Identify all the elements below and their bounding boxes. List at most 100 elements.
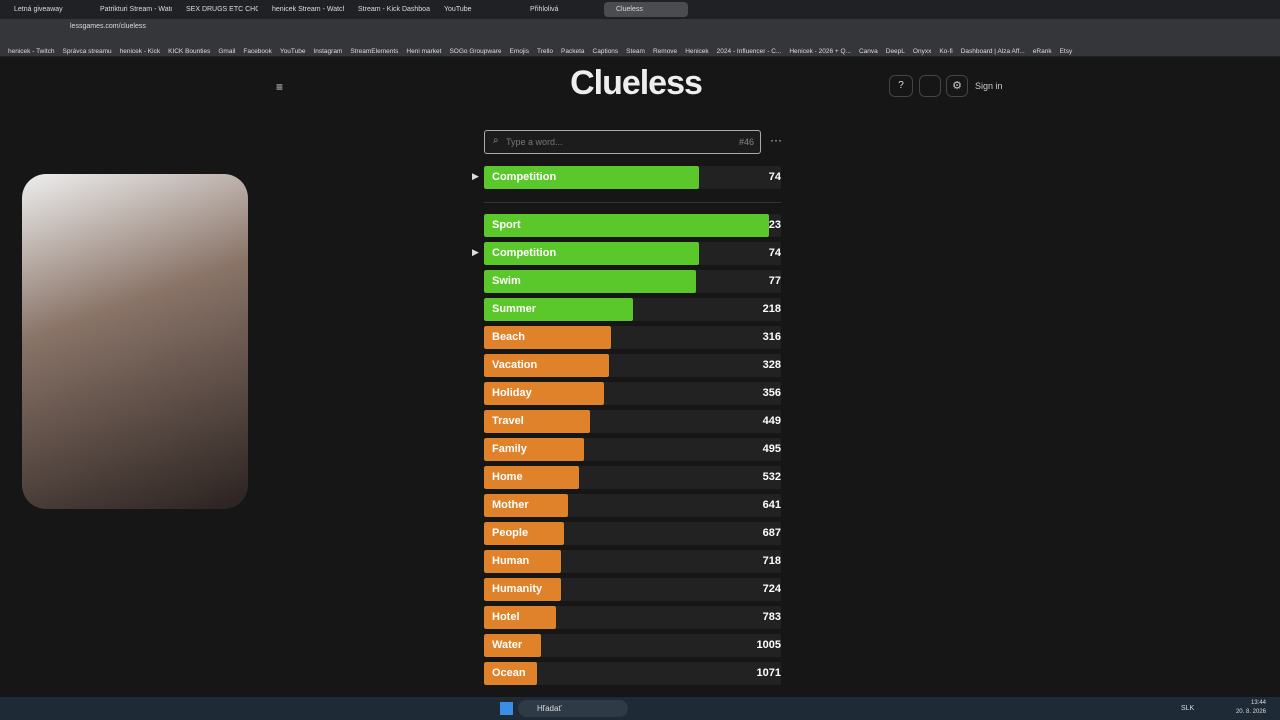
- bookmark[interactable]: Trello: [537, 48, 554, 55]
- guess-rank: 316: [762, 331, 781, 343]
- bookmark[interactable]: 2024 - Influencer - C...: [716, 48, 782, 55]
- tab[interactable]: Clueless: [604, 2, 688, 17]
- calendar-button[interactable]: [919, 75, 941, 97]
- bookmark[interactable]: henicek - Kick: [119, 48, 161, 55]
- bookmark[interactable]: Steam: [626, 48, 645, 55]
- start-button[interactable]: [500, 702, 513, 715]
- rank-bar: [484, 578, 561, 601]
- guess-row[interactable]: Ocean: [484, 662, 781, 685]
- help-button[interactable]: ?: [889, 75, 913, 97]
- bookmark[interactable]: henicek - Twitch: [8, 48, 55, 55]
- guess-rank: 218: [762, 303, 781, 315]
- address-bar: [0, 19, 1280, 40]
- rank-bar: [484, 494, 569, 517]
- word-input[interactable]: ⌕ Type a word... #46: [484, 130, 761, 154]
- guess-row[interactable]: Vacation: [484, 354, 781, 377]
- rank-bar: [484, 354, 609, 377]
- guess-word: Swim: [492, 275, 521, 287]
- guess-row[interactable]: Competition: [484, 242, 781, 265]
- guess-row[interactable]: Home: [484, 466, 781, 489]
- sign-in[interactable]: Sign in: [975, 81, 1003, 91]
- tab-bar: Letná giveaway Patrikturi Stream - Watch S…: [0, 0, 1280, 19]
- guess-rank: 74: [768, 171, 781, 183]
- guess-row[interactable]: Competition: [484, 166, 781, 189]
- bookmark[interactable]: Správca streamu: [62, 48, 112, 55]
- guess-row[interactable]: Travel: [484, 410, 781, 433]
- bookmark[interactable]: Packeta: [561, 48, 585, 55]
- bookmark[interactable]: Heni market: [406, 48, 442, 55]
- guess-row[interactable]: Summer: [484, 298, 781, 321]
- game-title: Clueless: [570, 64, 703, 102]
- guess-word: Summer: [492, 303, 537, 315]
- taskbar-search[interactable]: Hľadať: [518, 700, 628, 717]
- bookmark[interactable]: SOGo Groupware: [449, 48, 502, 55]
- expand-arrow[interactable]: ▶: [472, 171, 479, 181]
- bookmark[interactable]: KICK Bounties: [168, 48, 211, 55]
- bookmark[interactable]: Captions: [592, 48, 619, 55]
- guess-row[interactable]: Humanity: [484, 578, 781, 601]
- tab[interactable]: Stream - Kick Dashboard: [358, 6, 430, 13]
- bookmark[interactable]: Ko-fi: [939, 48, 953, 55]
- expand-arrow[interactable]: ▶: [472, 247, 479, 257]
- bookmark[interactable]: Henicek: [685, 48, 709, 55]
- bookmark[interactable]: Gmail: [218, 48, 236, 55]
- rank-bar: [484, 438, 584, 461]
- date: 20. 8. 2026: [1235, 709, 1266, 715]
- guess-rank: 724: [762, 583, 781, 595]
- guess-word: Vacation: [492, 359, 538, 371]
- guess-row[interactable]: Family: [484, 438, 781, 461]
- search-icon: ⌕: [493, 135, 499, 146]
- guess-row[interactable]: Holiday: [484, 382, 781, 405]
- url[interactable]: lessgames.com/clueless: [70, 23, 146, 30]
- menu-icon[interactable]: ≡: [276, 80, 284, 94]
- bookmark[interactable]: Onyxx: [912, 48, 932, 55]
- bookmark[interactable]: eRank: [1032, 48, 1052, 55]
- guess-word: Family: [492, 443, 527, 455]
- guess-row[interactable]: Beach: [484, 326, 781, 349]
- guess-word: Hotel: [492, 611, 520, 623]
- tab[interactable]: SEX DRUGS ETC CHORDS: [186, 6, 258, 13]
- bookmarks-bar: henicek - Twitch Správca streamu henicek -…: [0, 40, 1280, 57]
- rank-bar: [484, 326, 611, 349]
- bookmark[interactable]: YouTube: [279, 48, 306, 55]
- more-button[interactable]: ···: [770, 133, 782, 147]
- bookmark[interactable]: Henicek - 2026 + Q...: [789, 48, 851, 55]
- guess-word: Holiday: [492, 387, 532, 399]
- rank-bar: [484, 522, 564, 545]
- guess-row[interactable]: Sport: [484, 214, 781, 237]
- guess-word: People: [492, 527, 529, 539]
- guess-row[interactable]: Human: [484, 550, 781, 573]
- bookmark[interactable]: Dashboard | Alza Aff...: [960, 48, 1025, 55]
- tab[interactable]: Přihlolivá: [530, 6, 559, 13]
- rank-bar: [484, 270, 697, 293]
- guess-row[interactable]: Hotel: [484, 606, 781, 629]
- guess-row[interactable]: People: [484, 522, 781, 545]
- taskbar: Hľadať SLK 13:44 20. 8. 2026: [0, 697, 1280, 720]
- tab[interactable]: henicek Stream - Watch L: [272, 6, 344, 13]
- bookmark[interactable]: Facebook: [243, 48, 272, 55]
- guess-word: Sport: [492, 219, 521, 231]
- bookmark[interactable]: Etsy: [1059, 48, 1073, 55]
- guess-word: Competition: [492, 247, 557, 259]
- bookmark[interactable]: Canva: [858, 48, 878, 55]
- rank-bar: [484, 410, 590, 433]
- rank-bar: [484, 466, 580, 489]
- bookmark[interactable]: StreamElements: [350, 48, 399, 55]
- guess-rank: 641: [762, 499, 781, 511]
- tab[interactable]: YouTube: [444, 6, 472, 13]
- webcam-overlay: [22, 174, 248, 509]
- rank-bar: [484, 606, 556, 629]
- guess-row[interactable]: Swim: [484, 270, 781, 293]
- guess-row[interactable]: Water: [484, 634, 781, 657]
- bookmark[interactable]: DeepL: [885, 48, 905, 55]
- tab[interactable]: Patrikturi Stream - Watch: [100, 6, 172, 13]
- guess-row[interactable]: Mother: [484, 494, 781, 517]
- bookmark[interactable]: Emojis: [509, 48, 529, 55]
- guess-rank: 1005: [756, 639, 781, 651]
- tab[interactable]: Letná giveaway: [14, 6, 63, 13]
- separator: [484, 202, 781, 203]
- settings-button[interactable]: ⚙: [946, 75, 968, 97]
- bookmark[interactable]: Remove: [652, 48, 678, 55]
- bookmark[interactable]: Instagram: [313, 48, 343, 55]
- guess-word: Home: [492, 471, 523, 483]
